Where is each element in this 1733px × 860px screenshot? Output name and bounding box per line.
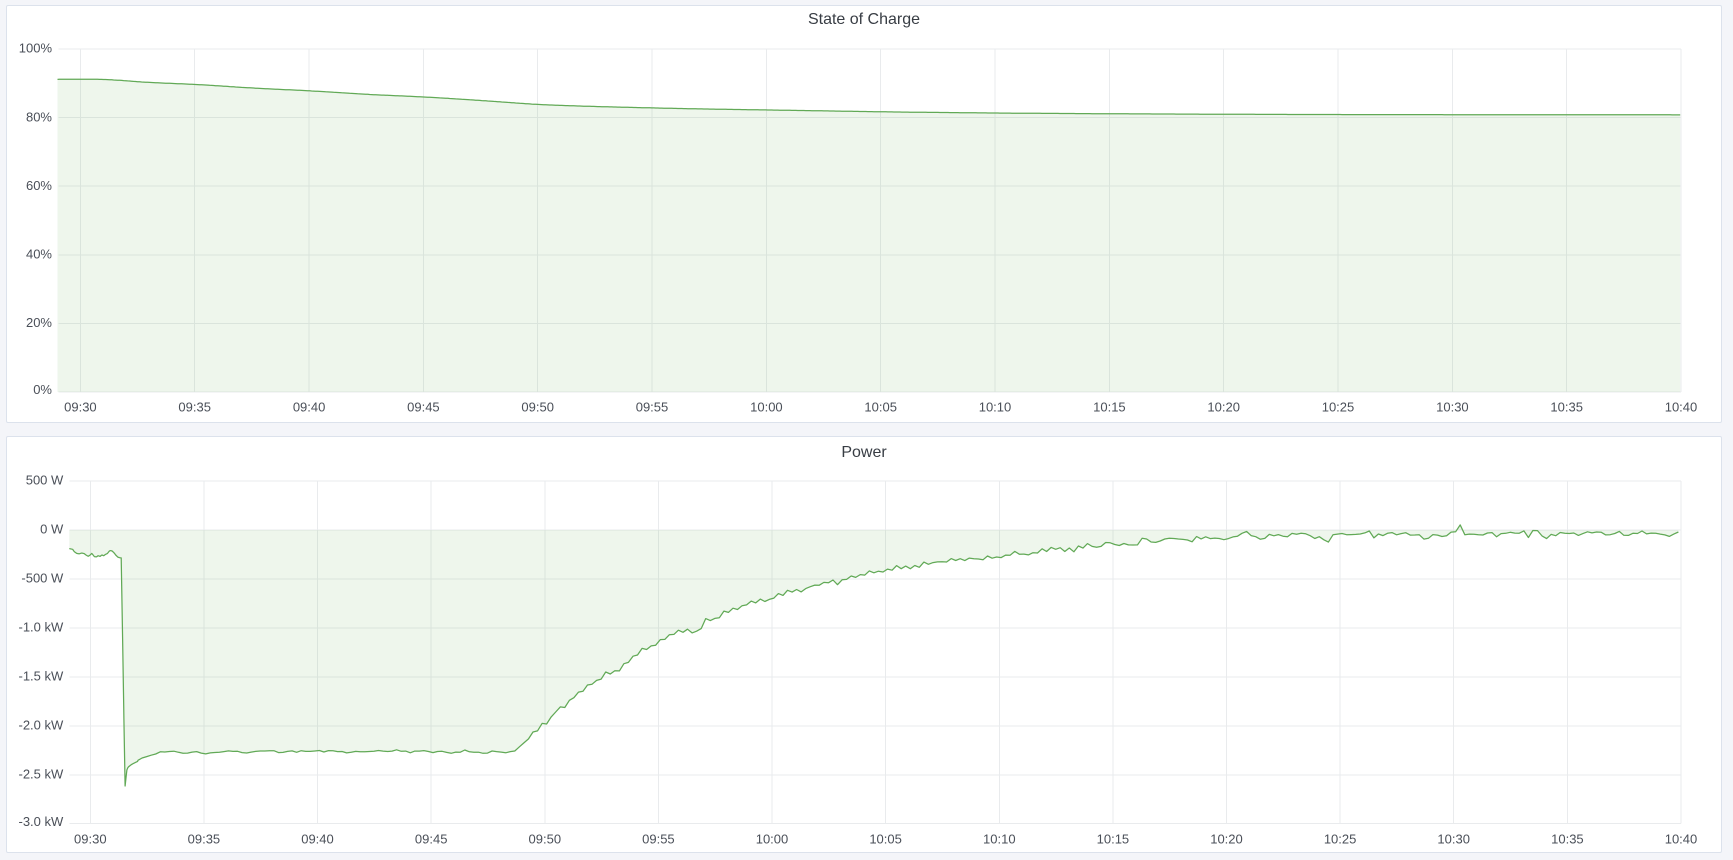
svg-text:80%: 80%	[26, 109, 52, 124]
svg-text:09:55: 09:55	[636, 400, 669, 415]
svg-text:100%: 100%	[19, 41, 53, 56]
svg-text:-1.5 kW: -1.5 kW	[19, 669, 65, 684]
svg-text:09:45: 09:45	[415, 832, 448, 847]
svg-text:-1.0 kW: -1.0 kW	[19, 620, 65, 635]
svg-text:10:05: 10:05	[869, 832, 902, 847]
svg-text:20%: 20%	[26, 315, 52, 330]
svg-text:10:40: 10:40	[1665, 400, 1698, 415]
svg-text:09:30: 09:30	[64, 400, 97, 415]
svg-text:09:55: 09:55	[642, 832, 675, 847]
svg-text:10:10: 10:10	[983, 832, 1016, 847]
svg-text:09:45: 09:45	[407, 400, 440, 415]
svg-text:10:20: 10:20	[1207, 400, 1240, 415]
svg-text:500 W: 500 W	[26, 473, 64, 488]
svg-text:10:40: 10:40	[1665, 832, 1698, 847]
svg-text:60%: 60%	[26, 178, 52, 193]
svg-text:10:10: 10:10	[979, 400, 1012, 415]
svg-text:09:30: 09:30	[74, 832, 107, 847]
svg-text:09:35: 09:35	[178, 400, 211, 415]
svg-text:10:25: 10:25	[1322, 400, 1355, 415]
svg-text:40%: 40%	[26, 247, 52, 262]
svg-text:10:30: 10:30	[1437, 832, 1470, 847]
svg-text:10:35: 10:35	[1550, 400, 1583, 415]
svg-text:10:05: 10:05	[864, 400, 897, 415]
svg-text:10:00: 10:00	[756, 832, 789, 847]
svg-text:09:35: 09:35	[188, 832, 221, 847]
svg-text:09:50: 09:50	[529, 832, 562, 847]
svg-text:10:35: 10:35	[1551, 832, 1584, 847]
svg-text:0%: 0%	[33, 382, 52, 397]
svg-text:-3.0 kW: -3.0 kW	[19, 814, 65, 829]
svg-text:09:40: 09:40	[301, 832, 334, 847]
svg-text:10:15: 10:15	[1097, 832, 1130, 847]
svg-text:10:30: 10:30	[1436, 400, 1469, 415]
svg-text:10:15: 10:15	[1093, 400, 1126, 415]
svg-text:10:00: 10:00	[750, 400, 783, 415]
svg-text:09:50: 09:50	[521, 400, 554, 415]
svg-text:-500 W: -500 W	[21, 571, 64, 586]
svg-text:-2.5 kW: -2.5 kW	[19, 767, 65, 782]
svg-text:-2.0 kW: -2.0 kW	[19, 718, 65, 733]
svg-text:10:20: 10:20	[1210, 832, 1243, 847]
svg-text:0 W: 0 W	[40, 522, 64, 537]
svg-text:09:40: 09:40	[293, 400, 326, 415]
svg-text:10:25: 10:25	[1324, 832, 1357, 847]
